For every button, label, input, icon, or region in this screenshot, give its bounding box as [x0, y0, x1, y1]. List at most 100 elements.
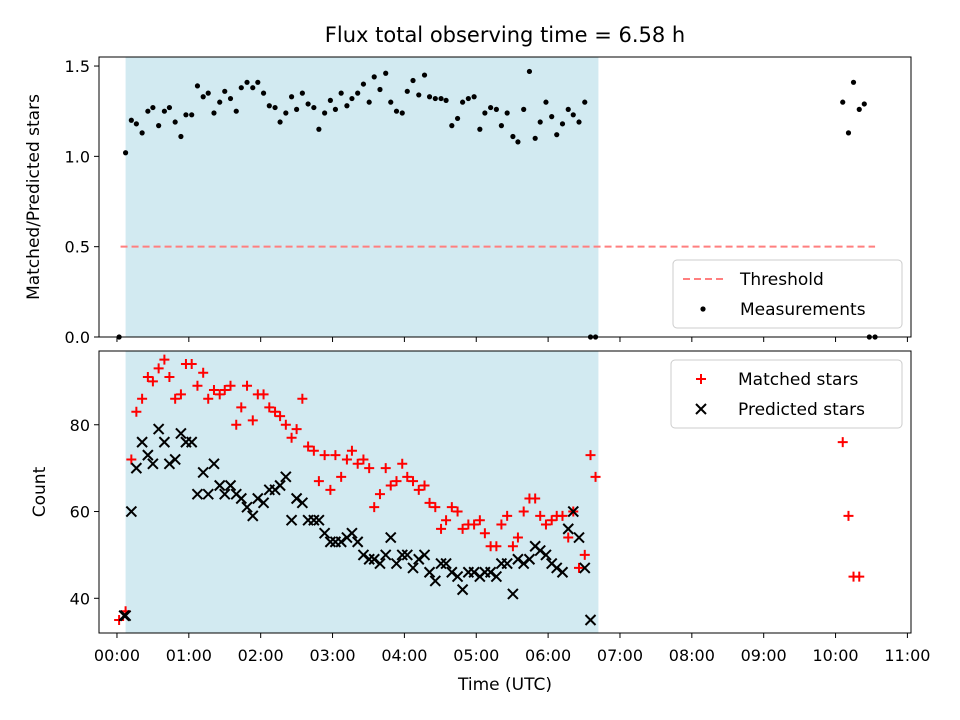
legend-label: Matched stars — [738, 370, 858, 390]
measurement-point — [178, 133, 184, 140]
matched-star-point — [198, 367, 209, 378]
predicted-star-point — [208, 458, 220, 470]
predicted-star-point — [440, 557, 452, 570]
matched-star-point — [446, 502, 457, 513]
matched-star-point — [364, 463, 375, 474]
x-tick-label: 11:00 — [884, 646, 930, 665]
predicted-star-point — [540, 549, 552, 561]
x-tick-label: 05:00 — [453, 646, 499, 665]
measurement-point — [166, 104, 173, 111]
predicted-star-point — [296, 497, 309, 509]
measurement-point — [189, 112, 195, 118]
x-tick-label: 04:00 — [381, 646, 427, 665]
measurement-point — [217, 99, 223, 105]
matched-star-point — [142, 372, 153, 383]
matched-star-point — [837, 437, 848, 448]
matched-star-point — [147, 376, 158, 387]
measurement-point — [383, 70, 389, 76]
matched-star-point — [563, 532, 574, 543]
x-tick-label: 08:00 — [669, 646, 715, 665]
measurement-point — [255, 79, 261, 85]
predicted-star-point — [435, 557, 447, 570]
predicted-star-point — [202, 488, 214, 500]
measurement-point — [515, 139, 521, 145]
measurement-point — [549, 114, 555, 120]
bottom-axes-frame — [98, 350, 912, 634]
predicted-star-point — [257, 497, 270, 509]
matched-star-point — [242, 380, 253, 391]
matched-star-point — [369, 502, 380, 513]
measurement-point — [316, 126, 322, 132]
predicted-star-point — [130, 462, 143, 474]
matched-star-point — [336, 471, 347, 482]
matched-star-point — [590, 471, 601, 482]
matched-star-point — [352, 458, 363, 469]
matched-star-point — [153, 363, 164, 374]
matched-star-point — [843, 510, 854, 521]
measurement-point — [250, 85, 256, 91]
matched-star-point — [203, 393, 214, 404]
matched-star-point — [231, 419, 242, 430]
predicted-star-point — [185, 436, 198, 448]
predicted-star-point — [318, 527, 331, 539]
matched-star-point — [358, 454, 369, 465]
matched-star-point — [496, 519, 507, 530]
matched-star-point — [574, 562, 585, 573]
x-tick-label: 01:00 — [166, 646, 212, 665]
measurement-point — [338, 90, 344, 96]
x-tick-label: 07:00 — [597, 646, 643, 665]
matched-star-point — [275, 411, 286, 422]
predicted-star-point — [573, 531, 585, 544]
matched-star-point — [457, 523, 468, 534]
matched-star-point — [286, 432, 297, 443]
measurement-point — [145, 108, 151, 114]
measurement-point — [161, 108, 167, 114]
measurement-point — [327, 97, 333, 103]
matched-star-point — [535, 510, 546, 521]
matched-star-point — [579, 549, 590, 560]
matched-star-point — [280, 419, 291, 430]
matched-star-point — [270, 406, 281, 417]
measurement-point — [355, 90, 361, 96]
matched-star-point — [380, 463, 391, 474]
bottom-y-tick-label: 60 — [70, 503, 90, 522]
predicted-star-point — [385, 531, 397, 544]
measurement-point — [222, 88, 228, 94]
measurement-point — [311, 104, 317, 111]
measurement-point — [299, 90, 305, 96]
predicted-star-point — [175, 427, 187, 440]
measurement-point — [183, 112, 189, 118]
matched-star-point — [291, 424, 302, 435]
top-panel-axes: 0.0 0.5 1.0 1.5 Matched/Predicted stars Thres… — [24, 56, 912, 347]
top-observing-span — [125, 57, 599, 337]
predicted-star-point — [401, 549, 413, 561]
measurement-point — [122, 150, 129, 156]
matched-star-point — [585, 450, 596, 461]
measurement-point — [421, 72, 428, 78]
measurement-point — [477, 126, 483, 132]
measurement-point — [582, 99, 588, 105]
matched-star-point — [402, 471, 413, 482]
matched-star-point — [159, 354, 170, 365]
matched-star-point — [474, 515, 485, 526]
top-y-axis-label: Matched/Predicted stars — [24, 94, 44, 300]
predicted-star-point — [562, 523, 574, 535]
matched-star-point — [540, 519, 551, 530]
measurement-point — [449, 123, 455, 129]
matched-star-point — [557, 510, 568, 521]
top-legend-box — [672, 259, 903, 329]
matched-star-point — [413, 484, 424, 495]
matched-star-point — [452, 506, 463, 517]
measurement-point — [454, 115, 461, 122]
matched-star-point — [214, 389, 225, 400]
measurement-point — [377, 86, 383, 93]
matched-star-point — [258, 389, 269, 400]
predicted-star-point — [374, 557, 386, 570]
predicted-star-point — [285, 514, 298, 526]
measurement-point — [559, 121, 566, 127]
measurement-point — [288, 94, 295, 100]
predicted-star-point — [169, 453, 181, 466]
measurement-point — [460, 99, 466, 105]
measurement-point — [388, 99, 394, 105]
measurement-point — [565, 106, 571, 112]
